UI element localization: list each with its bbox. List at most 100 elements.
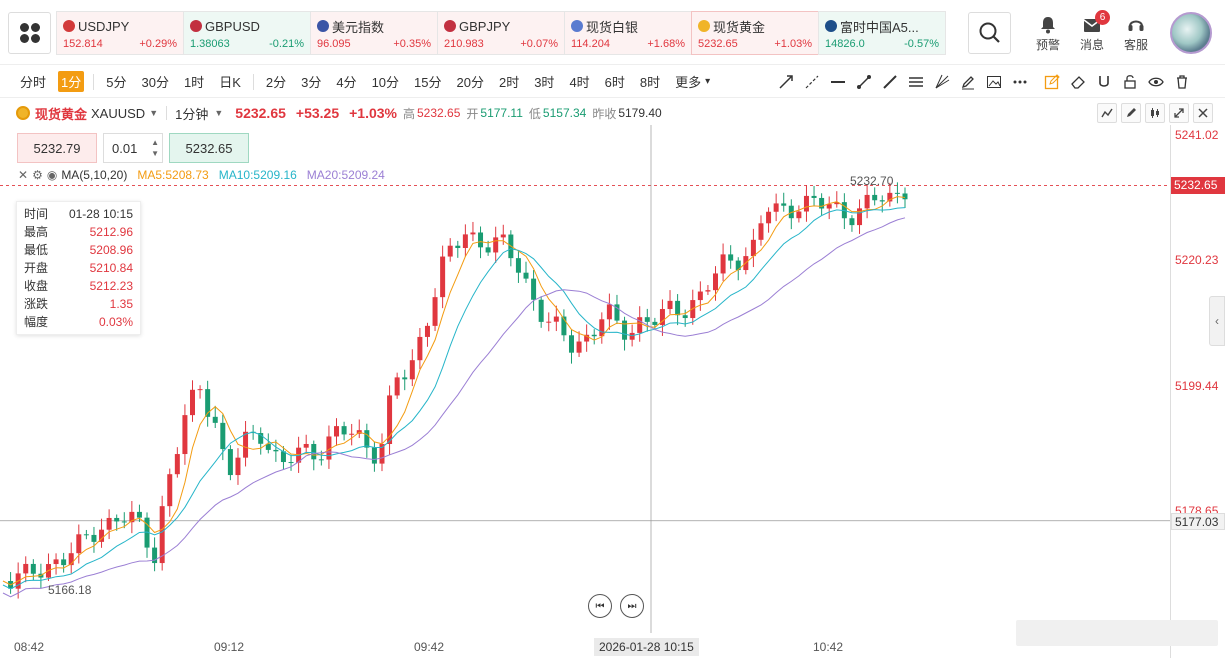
period-option[interactable]: 分时 [20, 75, 47, 90]
period-option[interactable]: 更多 [675, 75, 702, 90]
info-change-label: 涨跌 [24, 297, 49, 311]
line-tool[interactable] [880, 73, 899, 91]
ticker-name-row: 现货白银 [571, 16, 685, 36]
close-indicator-icon[interactable]: ✕ [18, 168, 29, 182]
delete-tool[interactable] [1172, 73, 1191, 91]
period-option[interactable]: 8时 [639, 75, 661, 90]
alert-button[interactable]: 预警 [1030, 14, 1066, 53]
candle-body [189, 389, 195, 416]
scroll-forward-button[interactable]: ⏭ [620, 594, 644, 618]
ticker-card[interactable]: 富时中国A5... 14826.0 -0.57% [818, 11, 946, 55]
edit-icon [1044, 74, 1060, 90]
ma5-value: MA5:5208.73 [137, 168, 209, 182]
visibility-tool[interactable] [1146, 73, 1165, 91]
message-label: 消息 [1079, 38, 1104, 52]
period-option[interactable]: 15分 [414, 75, 442, 90]
compare-button[interactable] [1145, 103, 1165, 123]
flag-icon [571, 20, 583, 32]
prev-close-label: 昨收 [592, 106, 617, 121]
scroll-back-button[interactable]: ⏮ [588, 594, 612, 618]
ticker-change: +1.68% [647, 38, 685, 50]
period-option[interactable]: 10分 [371, 75, 400, 90]
ticker-change: +0.29% [139, 38, 177, 50]
sell-price-button[interactable]: 5232.79 [17, 133, 97, 163]
stepper-arrows[interactable]: ▲ ▼ [151, 138, 159, 158]
symbol-name[interactable]: 现货黄金 [35, 106, 88, 122]
candle-body [758, 223, 764, 240]
ticker-quote-row: 14826.0 -0.57% [825, 38, 939, 50]
period-option[interactable]: 20分 [456, 75, 484, 90]
period-option[interactable]: 1时 [183, 75, 205, 90]
price-tick-label: 5199.44 [1175, 378, 1219, 393]
price-axis[interactable] [1170, 125, 1225, 658]
quantity-stepper[interactable]: 0.01 ▲ ▼ [103, 133, 163, 163]
symbol-code[interactable]: XAUUSD [91, 105, 146, 121]
period-option[interactable]: 5分 [106, 75, 127, 90]
buy-price-button[interactable]: 5232.65 [169, 133, 249, 163]
fullscreen-button[interactable] [1169, 103, 1189, 123]
draw-button[interactable] [1121, 103, 1141, 123]
fan-tool[interactable] [932, 73, 951, 91]
magnet-tool[interactable] [1094, 73, 1113, 91]
extended-line-icon [805, 75, 818, 89]
eraser-tool[interactable] [1068, 73, 1087, 91]
ticker-card[interactable]: GBPJPY 210.983 +0.07% [437, 11, 565, 55]
ticker-card[interactable]: USDJPY 152.814 +0.29% [56, 11, 184, 55]
last-price: 5232.65 [235, 105, 286, 121]
ticker-card[interactable]: 现货白银 114.204 +1.68% [564, 11, 692, 55]
image-tool[interactable] [984, 73, 1003, 91]
extended-line-tool[interactable] [802, 73, 821, 91]
symbol-dropdown-icon[interactable]: ▼ [149, 108, 159, 118]
lock-tool[interactable] [1120, 73, 1139, 91]
price-change-pct: +1.03% [349, 105, 397, 121]
ticker-card[interactable]: 现货黄金 5232.65 +1.03% [691, 11, 819, 55]
period-option[interactable]: 2时 [498, 75, 520, 90]
ticker-card[interactable]: 美元指数 96.095 +0.35% [310, 11, 438, 55]
eye-toggle-icon[interactable]: ◉ [46, 168, 58, 182]
candle-body [83, 534, 89, 536]
period-option[interactable]: 1分 [58, 71, 85, 92]
ray-line-tool[interactable] [776, 73, 795, 91]
side-panel-toggle[interactable]: ‹ [1209, 296, 1225, 346]
period-option[interactable]: 3分 [301, 75, 322, 90]
info-amplitude-label: 幅度 [24, 315, 49, 329]
ticker-name-row: 富时中国A5... [825, 16, 939, 36]
edit-tool[interactable] [1042, 73, 1061, 91]
message-button[interactable]: 6 消息 [1074, 10, 1110, 53]
more-dropdown-icon[interactable]: ▾ [705, 76, 711, 87]
search-button[interactable] [968, 12, 1011, 54]
info-high-label: 最高 [24, 225, 49, 239]
interval-dropdown-icon[interactable]: ▼ [214, 108, 224, 118]
app-menu-button[interactable] [8, 12, 51, 54]
channel-tool[interactable] [906, 73, 925, 91]
period-option[interactable]: 4分 [336, 75, 357, 90]
close-chart-button[interactable] [1193, 103, 1213, 123]
segment-tool[interactable] [854, 73, 873, 91]
ticker-name-row: USDJPY [63, 16, 177, 36]
user-avatar[interactable] [1170, 12, 1212, 54]
ma5-line [2, 196, 906, 586]
info-close: 5212.23 [89, 279, 133, 293]
period-option[interactable]: 4时 [569, 75, 590, 90]
period-option[interactable]: 日K [219, 75, 241, 90]
pencil-icon [1127, 108, 1136, 117]
lock-icon [1123, 75, 1136, 89]
ticker-card[interactable]: GBPUSD 1.38063 -0.21% [183, 11, 311, 55]
period-option[interactable]: 6时 [604, 75, 625, 90]
indicator-button[interactable] [1097, 103, 1117, 123]
horizontal-line-tool[interactable] [828, 73, 847, 91]
period-option[interactable]: 2分 [265, 75, 287, 90]
flag-icon [63, 20, 75, 32]
period-option[interactable]: 30分 [141, 75, 169, 90]
period-option[interactable]: 3时 [534, 75, 555, 90]
ticker-quote-row: 1.38063 -0.21% [190, 38, 304, 50]
interval-label[interactable]: 1分钟 [175, 106, 209, 122]
candlestick-chart[interactable]: 5232.70 5166.18 [0, 125, 1170, 658]
pen-tool[interactable] [958, 73, 977, 91]
quantity-value[interactable]: 0.01 [112, 140, 138, 156]
more-tools[interactable] [1010, 73, 1029, 91]
service-button[interactable]: 客服 [1118, 14, 1154, 53]
volume-minimap[interactable] [1016, 620, 1218, 646]
ticker-quote-row: 152.814 +0.29% [63, 38, 177, 50]
settings-icon[interactable]: ⚙ [32, 168, 43, 182]
